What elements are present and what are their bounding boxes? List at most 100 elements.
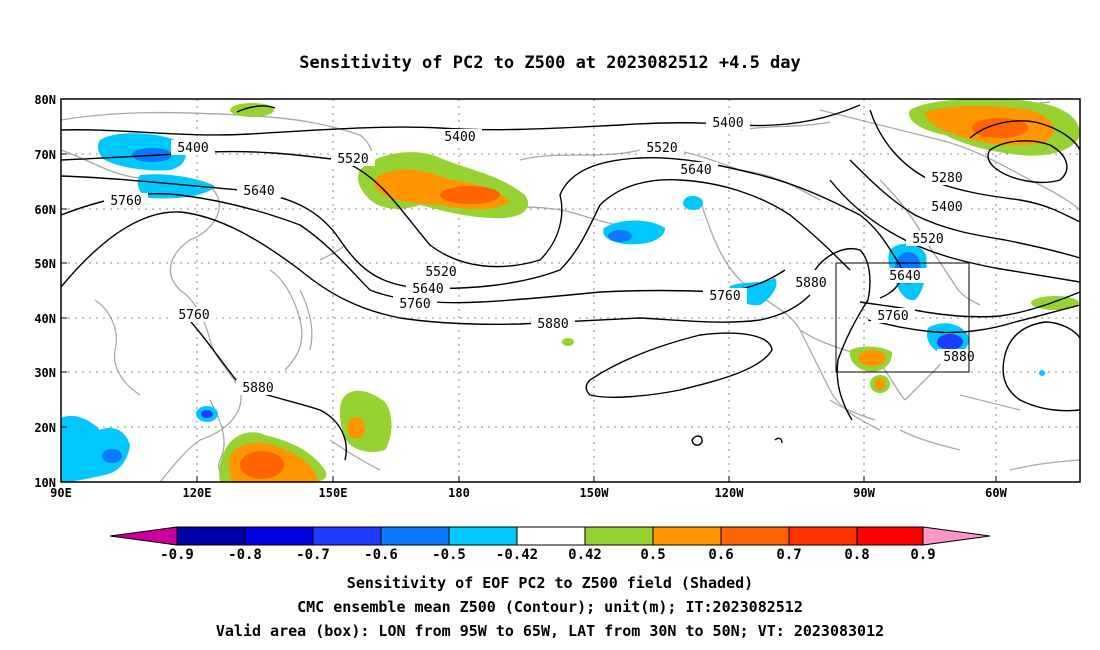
map-frame bbox=[60, 98, 1081, 483]
contour-label-5520-3: 5520 bbox=[419, 264, 463, 280]
cb-tick: -0.8 bbox=[228, 547, 262, 563]
valid-area-box bbox=[835, 262, 970, 373]
colorbar-swatch-c5 bbox=[448, 526, 518, 546]
caption-line-2: CMC ensemble mean Z500 (Contour); unit(m… bbox=[297, 598, 803, 616]
colorbar-swatch-white bbox=[516, 526, 586, 546]
negative-core-atlantic-coast bbox=[937, 334, 963, 350]
colorbar-pos-arrow bbox=[922, 526, 991, 546]
negative-blob-small-pacific bbox=[683, 196, 703, 210]
cb-tick: -0.42 bbox=[496, 547, 538, 563]
svg-text:5400: 5400 bbox=[931, 200, 962, 215]
lat-label-20n: 20N bbox=[34, 421, 56, 435]
svg-text:5760: 5760 bbox=[709, 289, 740, 304]
svg-text:5520: 5520 bbox=[425, 265, 456, 280]
colorbar bbox=[109, 526, 991, 546]
cb-tick: 0.5 bbox=[640, 547, 665, 563]
coastlines bbox=[61, 101, 1080, 482]
latitude-labels: 80N 70N 60N 50N 40N 30N 20N 10N bbox=[34, 93, 56, 490]
lon-label-120w: 120W bbox=[715, 486, 745, 500]
svg-text:5640: 5640 bbox=[680, 163, 711, 178]
contour-label-5760-5: 5760 bbox=[871, 308, 915, 324]
positive-blob-arctic bbox=[230, 103, 274, 117]
svg-text:5880: 5880 bbox=[537, 317, 568, 332]
lon-label-180: 180 bbox=[448, 486, 470, 500]
lon-label-150w: 150W bbox=[580, 486, 610, 500]
contour-label-5400-2: 5400 bbox=[438, 129, 482, 145]
negative-blob-okhotsk bbox=[137, 174, 215, 199]
colorbar-swatch-c2 bbox=[244, 526, 314, 546]
svg-text:5760: 5760 bbox=[399, 297, 430, 312]
colorbar-swatch-p1 bbox=[584, 526, 654, 546]
contour-label-5400-1: 5400 bbox=[171, 140, 215, 156]
contour-label-5880-2: 5880 bbox=[789, 275, 833, 291]
svg-text:5400: 5400 bbox=[712, 116, 743, 131]
svg-text:5280: 5280 bbox=[931, 171, 962, 186]
map-area: 5400 5400 5400 5520 5520 5640 5640 5760 … bbox=[61, 99, 1080, 482]
cb-tick: -0.5 bbox=[432, 547, 466, 563]
positive-blob-mid-atlantic bbox=[1031, 296, 1079, 310]
contour-label-5400-4: 5400 bbox=[925, 199, 969, 215]
negative-core-south-china-sea bbox=[102, 449, 122, 463]
colorbar-swatch-c3 bbox=[312, 526, 382, 546]
cb-tick: 0.9 bbox=[910, 547, 935, 563]
lat-label-60n: 60N bbox=[34, 203, 56, 217]
contour-label-5520-4: 5520 bbox=[906, 231, 950, 247]
contour-label-5640-4: 5640 bbox=[883, 268, 927, 284]
cb-tick: -0.6 bbox=[364, 547, 398, 563]
contour-label-5520-1: 5520 bbox=[331, 151, 375, 167]
lat-label-10n: 10N bbox=[34, 476, 56, 490]
positive-core-tropical-pacific bbox=[347, 417, 365, 439]
contour-label-5640-2: 5640 bbox=[674, 162, 718, 178]
contour-label-5880-4: 5880 bbox=[937, 349, 981, 365]
contour-label-5760-4: 5760 bbox=[703, 288, 747, 304]
svg-text:5520: 5520 bbox=[646, 141, 677, 156]
lon-label-90w: 90W bbox=[853, 486, 875, 500]
cb-tick: -0.9 bbox=[160, 547, 194, 563]
cb-tick: -0.7 bbox=[296, 547, 330, 563]
lat-label-30n: 30N bbox=[34, 366, 56, 380]
lon-label-90e: 90E bbox=[50, 486, 72, 500]
contour-label-5400-3: 5400 bbox=[706, 115, 750, 131]
svg-text:5760: 5760 bbox=[110, 194, 141, 209]
contour-label-5760-2: 5760 bbox=[172, 307, 216, 323]
contour-label-5760-1: 5760 bbox=[104, 193, 148, 209]
caption-line-3: Valid area (box): LON from 95W to 65W, L… bbox=[216, 622, 884, 640]
cb-tick: 0.6 bbox=[708, 547, 733, 563]
contour-label-5760-3: 5760 bbox=[393, 296, 437, 312]
svg-text:5400: 5400 bbox=[177, 141, 208, 156]
svg-text:5520: 5520 bbox=[912, 232, 943, 247]
figure-title: Sensitivity of PC2 to Z500 at 2023082512… bbox=[299, 53, 801, 73]
colorbar-swatch-c1 bbox=[176, 526, 246, 546]
lat-label-50n: 50N bbox=[34, 257, 56, 271]
svg-text:5400: 5400 bbox=[444, 130, 475, 145]
tick-marks bbox=[61, 153, 997, 482]
positive-blob-tropical-pacific bbox=[339, 390, 392, 452]
sensitivity-shading bbox=[61, 99, 1080, 482]
svg-text:5640: 5640 bbox=[889, 269, 920, 284]
negative-core-luzon bbox=[201, 410, 213, 418]
lat-label-80n: 80N bbox=[34, 93, 56, 107]
svg-text:5760: 5760 bbox=[178, 308, 209, 323]
colorbar-swatch-p4 bbox=[788, 526, 858, 546]
cb-tick: 0.8 bbox=[844, 547, 869, 563]
contour-label-5640-3: 5640 bbox=[406, 281, 450, 297]
colorbar-swatch-c4 bbox=[380, 526, 450, 546]
contour-label-5880-3: 5880 bbox=[236, 380, 280, 396]
contour-label-5280: 5280 bbox=[925, 170, 969, 186]
colorbar-tick-labels: -0.9 -0.8 -0.7 -0.6 -0.5 -0.42 0.42 0.5 … bbox=[160, 547, 936, 563]
contour-label-5880-1: 5880 bbox=[531, 316, 575, 332]
lon-label-120e: 120E bbox=[183, 486, 212, 500]
positive-core-greenland bbox=[972, 118, 1028, 138]
lat-label-40n: 40N bbox=[34, 312, 56, 326]
lat-label-70n: 70N bbox=[34, 148, 56, 162]
gridlines bbox=[61, 99, 1080, 482]
captions: Sensitivity of EOF PC2 to Z500 field (Sh… bbox=[216, 574, 884, 640]
longitude-labels: 90E 120E 150E 180 150W 120W 90W 60W bbox=[50, 486, 1007, 500]
caption-line-1: Sensitivity of EOF PC2 to Z500 field (Sh… bbox=[347, 574, 753, 592]
svg-text:5640: 5640 bbox=[412, 282, 443, 297]
cb-tick: 0.7 bbox=[776, 547, 801, 563]
colorbar-swatch-p2 bbox=[652, 526, 722, 546]
positive-core-bering bbox=[440, 186, 500, 204]
positive-core-florida bbox=[875, 378, 885, 390]
